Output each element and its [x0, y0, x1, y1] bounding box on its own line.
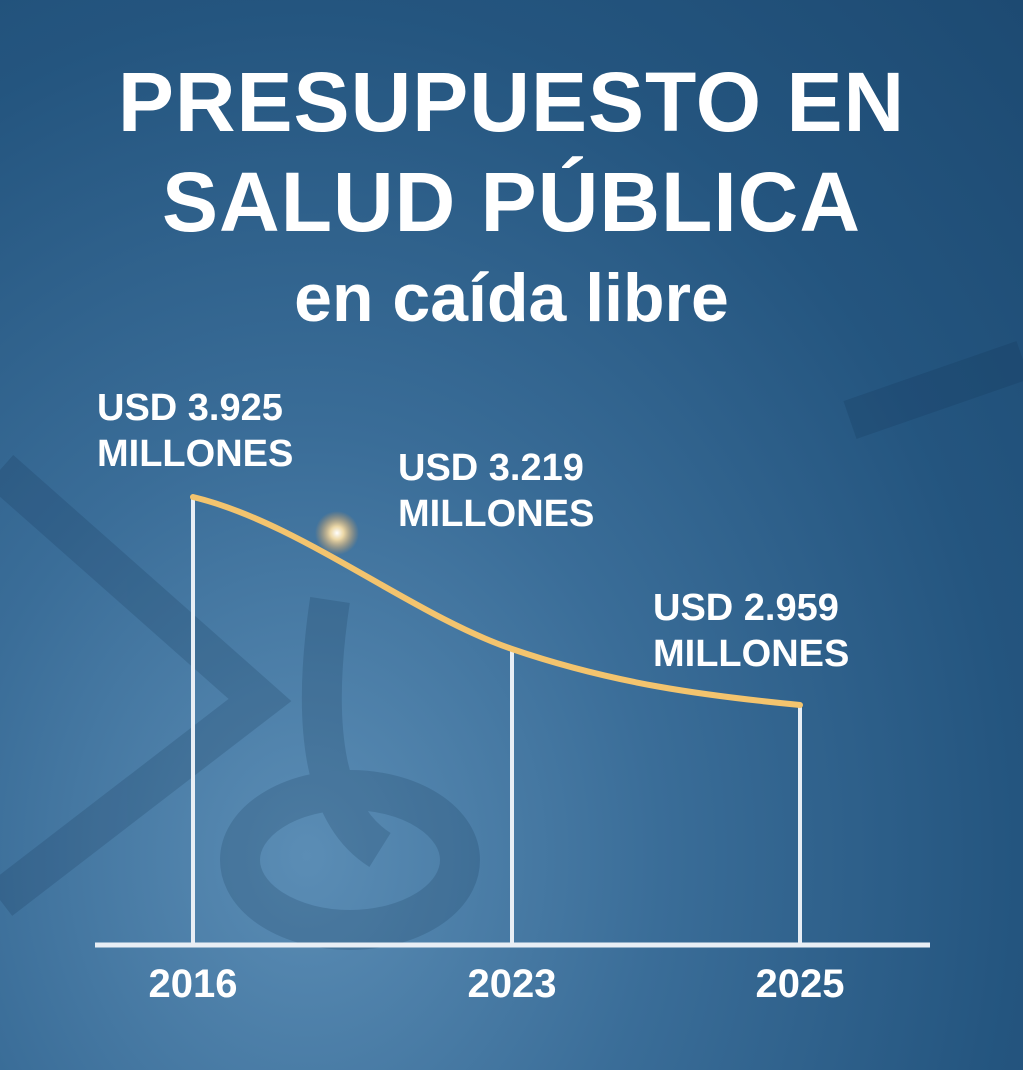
x-tick-label: 2023: [467, 962, 557, 1006]
value-label: USD 3.219 MILLONES: [398, 447, 595, 535]
trend-line: [190, 494, 803, 708]
x-tick-label: 2025: [755, 962, 845, 1006]
value-label: USD 2.959 MILLONES: [653, 587, 850, 675]
glow: [315, 511, 359, 555]
title: PRESUPUESTO EN SALUD PÚBLICA: [117, 55, 906, 249]
background-decor: [0, 341, 1023, 950]
subtitle: en caída libre: [294, 260, 729, 336]
value-label: USD 3.925 MILLONES: [97, 387, 294, 475]
x-tick-label: 2016: [148, 962, 238, 1006]
